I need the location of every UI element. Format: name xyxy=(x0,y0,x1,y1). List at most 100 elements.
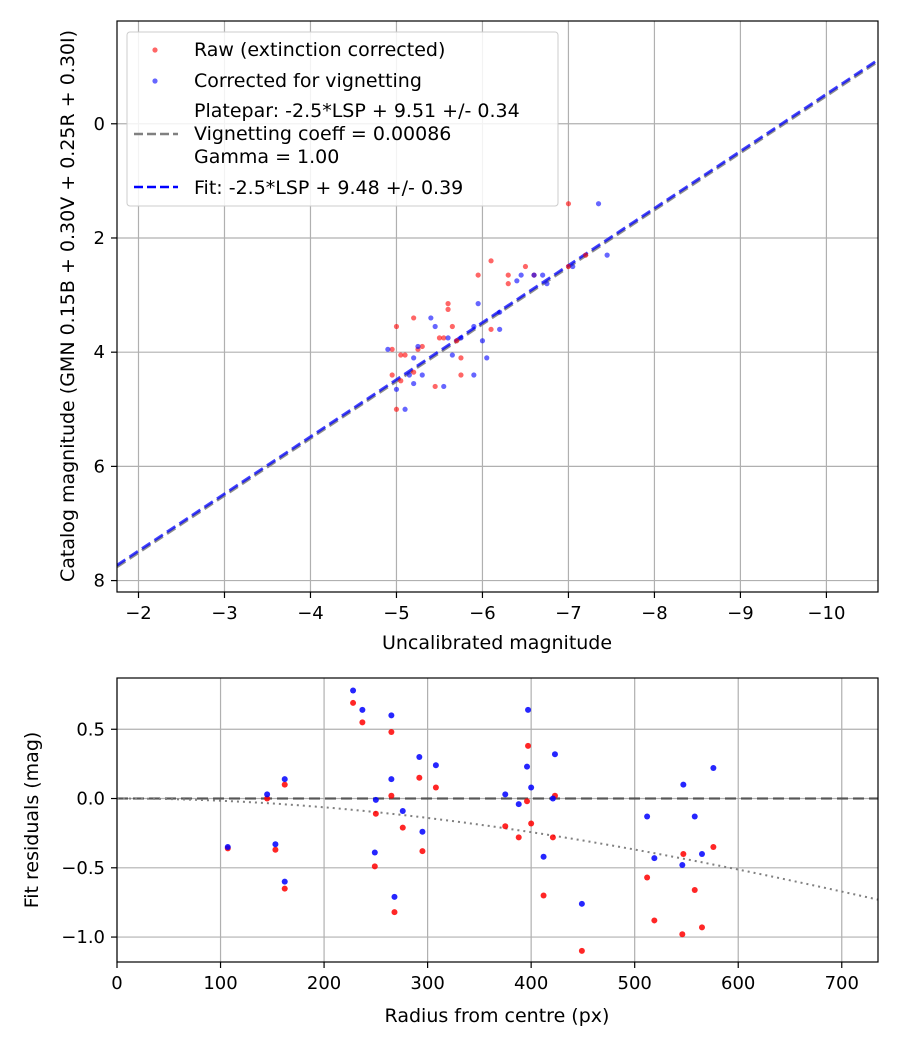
corrected-point xyxy=(372,796,379,803)
corrected-point xyxy=(651,855,658,862)
corrected-point xyxy=(272,841,279,848)
raw-point xyxy=(398,352,404,358)
corrected-point xyxy=(359,706,366,713)
raw-point xyxy=(458,372,464,378)
corrected-point xyxy=(281,878,288,885)
bottom-y-ticks: −1.0 −0.5 0.0 0.5 xyxy=(61,719,117,948)
corrected-point xyxy=(475,301,481,307)
x-tick-label: 400 xyxy=(514,973,548,994)
raw-point xyxy=(505,281,511,287)
legend-corrected-label: Corrected for vignetting xyxy=(194,70,422,92)
raw-point xyxy=(651,917,658,924)
corrected-point xyxy=(514,278,520,284)
x-tick-label: −3 xyxy=(211,603,238,624)
corrected-point xyxy=(428,315,434,321)
raw-point xyxy=(505,272,511,278)
corrected-point xyxy=(471,323,477,330)
raw-point xyxy=(549,834,556,841)
corrected-point xyxy=(350,687,357,694)
raw-point xyxy=(389,346,395,352)
corrected-point xyxy=(497,309,503,315)
raw-point xyxy=(432,383,438,390)
corrected-point xyxy=(680,781,687,788)
corrected-point xyxy=(419,828,426,835)
corrected-point xyxy=(388,776,395,783)
corrected-point xyxy=(371,849,378,856)
raw-point xyxy=(515,834,522,841)
corrected-point xyxy=(524,763,531,770)
y-tick-label: 0 xyxy=(94,114,105,135)
raw-point xyxy=(525,742,532,749)
raw-point xyxy=(565,201,572,207)
raw-point xyxy=(445,306,451,312)
raw-point xyxy=(441,335,447,341)
raw-point xyxy=(416,774,423,781)
legend-fit-label: Fit: -2.5*LSP + 9.48 +/- 0.39 xyxy=(194,177,463,199)
raw-point xyxy=(393,323,400,330)
raw-point xyxy=(371,863,378,870)
x-tick-label: 300 xyxy=(410,973,444,994)
y-tick-label: 8 xyxy=(94,571,105,592)
legend-gamma-label: Gamma = 1.00 xyxy=(194,146,339,168)
legend-raw-marker xyxy=(152,47,158,53)
raw-point xyxy=(389,372,395,378)
raw-point xyxy=(691,886,698,893)
corrected-point xyxy=(540,853,547,860)
corrected-point xyxy=(432,762,439,769)
raw-point xyxy=(524,798,531,805)
x-tick-label: 700 xyxy=(825,973,859,994)
x-tick-label: −5 xyxy=(383,603,410,624)
corrected-point xyxy=(411,355,417,361)
raw-point xyxy=(458,355,464,361)
raw-point xyxy=(411,315,417,321)
raw-point xyxy=(350,699,357,706)
raw-point xyxy=(522,263,529,270)
bottom-chart: 0 100 200 300 400 500 600 700 −1.0 −0.5 0.0 0.5 Ra… xyxy=(21,677,879,1027)
y-tick-label: 4 xyxy=(94,342,105,363)
x-tick-label: −4 xyxy=(297,603,324,624)
corrected-point xyxy=(385,346,391,352)
raw-point xyxy=(399,824,406,831)
y-tick-label: 0.0 xyxy=(76,789,105,810)
corrected-point xyxy=(525,706,532,713)
raw-point xyxy=(359,719,366,726)
corrected-point xyxy=(710,765,717,772)
corrected-point xyxy=(570,263,576,270)
x-tick-label: 0 xyxy=(111,973,122,994)
top-chart: −2 −3 −4 −5 −6 −7 −8 −9 −10 0 2 4 6 8 Uncalibrated m… xyxy=(57,20,879,654)
corrected-point xyxy=(528,784,535,791)
corrected-point xyxy=(224,844,231,851)
raw-point xyxy=(398,378,404,384)
raw-point xyxy=(528,820,535,827)
vignetting-curve xyxy=(117,797,878,901)
corrected-point xyxy=(578,900,585,907)
raw-point xyxy=(540,892,547,899)
bottom-axes-frame xyxy=(116,677,879,963)
raw-point xyxy=(419,343,425,350)
legend-box xyxy=(126,31,559,207)
raw-point xyxy=(391,909,398,916)
corrected-point xyxy=(540,272,546,278)
x-tick-label: −10 xyxy=(807,603,845,624)
corrected-point xyxy=(449,352,455,358)
legend-platepar-label: Platepar: -2.5*LSP + 9.51 +/- 0.34 xyxy=(194,100,520,122)
corrected-point xyxy=(388,712,395,719)
corrected-point xyxy=(502,791,509,798)
top-points xyxy=(385,201,610,412)
corrected-point xyxy=(406,372,412,378)
corrected-point xyxy=(531,272,537,278)
raw-point xyxy=(565,263,572,270)
raw-point xyxy=(264,795,271,802)
raw-point xyxy=(402,352,408,358)
raw-point xyxy=(488,258,494,264)
corrected-point xyxy=(402,406,408,412)
corrected-point xyxy=(551,751,558,758)
raw-point xyxy=(445,301,451,307)
y-tick-label: −0.5 xyxy=(61,858,105,879)
top-x-ticks: −2 −3 −4 −5 −6 −7 −8 −9 −10 xyxy=(125,592,845,624)
raw-point xyxy=(393,406,400,412)
corrected-point xyxy=(411,380,417,387)
raw-point xyxy=(411,369,417,375)
corrected-point xyxy=(604,252,610,258)
